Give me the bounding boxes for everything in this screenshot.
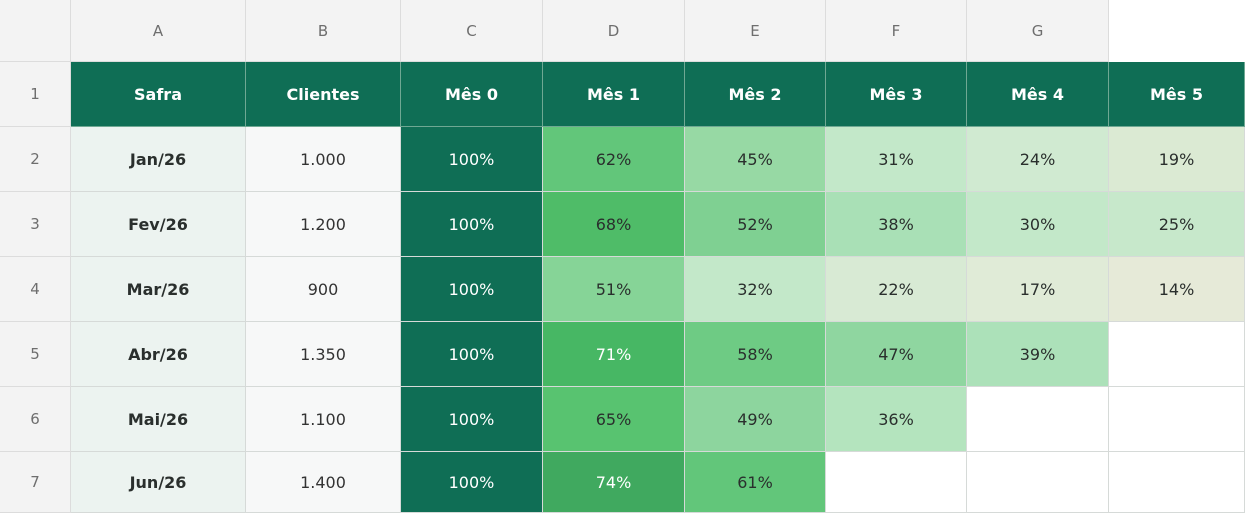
retention-cell[interactable] — [967, 452, 1109, 513]
retention-cell[interactable] — [826, 452, 967, 513]
retention-cell[interactable]: 49% — [685, 387, 826, 452]
retention-cell[interactable]: 25% — [1109, 192, 1245, 257]
retention-cell[interactable]: 45% — [685, 127, 826, 192]
clientes-cell[interactable]: 900 — [246, 257, 401, 322]
retention-cell[interactable]: 100% — [401, 127, 543, 192]
column-header-b[interactable]: B — [246, 0, 401, 62]
retention-cell[interactable]: 100% — [401, 387, 543, 452]
retention-cell[interactable]: 100% — [401, 322, 543, 387]
row-header-6[interactable]: 6 — [0, 387, 71, 452]
retention-cell[interactable]: 71% — [543, 322, 685, 387]
row-header-2[interactable]: 2 — [0, 127, 71, 192]
blank-header-area — [1109, 0, 1245, 62]
retention-cell[interactable] — [1109, 452, 1245, 513]
row-header-3[interactable]: 3 — [0, 192, 71, 257]
retention-cell[interactable]: 58% — [685, 322, 826, 387]
safra-cell[interactable]: Mar/26 — [71, 257, 246, 322]
retention-cell[interactable] — [1109, 322, 1245, 387]
clientes-cell[interactable]: 1.350 — [246, 322, 401, 387]
retention-cell[interactable]: 100% — [401, 257, 543, 322]
clientes-cell[interactable]: 1.200 — [246, 192, 401, 257]
retention-cell[interactable]: 52% — [685, 192, 826, 257]
retention-cell[interactable]: 65% — [543, 387, 685, 452]
column-header-d[interactable]: D — [543, 0, 685, 62]
retention-cell[interactable] — [1109, 387, 1245, 452]
clientes-cell[interactable]: 1.400 — [246, 452, 401, 513]
retention-cell[interactable]: 22% — [826, 257, 967, 322]
clientes-cell[interactable]: 1.100 — [246, 387, 401, 452]
row-header-4[interactable]: 4 — [0, 257, 71, 322]
safra-cell[interactable]: Mai/26 — [71, 387, 246, 452]
safra-cell[interactable]: Abr/26 — [71, 322, 246, 387]
safra-cell[interactable]: Jan/26 — [71, 127, 246, 192]
row-header-7[interactable]: 7 — [0, 452, 71, 513]
header-clientes[interactable]: Clientes — [246, 62, 401, 127]
retention-cell[interactable]: 47% — [826, 322, 967, 387]
column-header-f[interactable]: F — [826, 0, 967, 62]
clientes-cell[interactable]: 1.000 — [246, 127, 401, 192]
select-all-corner[interactable] — [0, 0, 71, 62]
retention-cell[interactable]: 14% — [1109, 257, 1245, 322]
retention-cell[interactable] — [967, 387, 1109, 452]
column-header-a[interactable]: A — [71, 0, 246, 62]
row-header-1[interactable]: 1 — [0, 62, 71, 127]
retention-cell[interactable]: 17% — [967, 257, 1109, 322]
column-header-c[interactable]: C — [401, 0, 543, 62]
retention-cell[interactable]: 24% — [967, 127, 1109, 192]
retention-cell[interactable]: 39% — [967, 322, 1109, 387]
retention-cell[interactable]: 74% — [543, 452, 685, 513]
retention-cell[interactable]: 32% — [685, 257, 826, 322]
header-mes-5[interactable]: Mês 5 — [1109, 62, 1245, 127]
retention-cell[interactable]: 51% — [543, 257, 685, 322]
retention-cell[interactable]: 36% — [826, 387, 967, 452]
header-mes-3[interactable]: Mês 3 — [826, 62, 967, 127]
retention-cell[interactable]: 30% — [967, 192, 1109, 257]
header-mes-1[interactable]: Mês 1 — [543, 62, 685, 127]
retention-cell[interactable]: 68% — [543, 192, 685, 257]
retention-cell[interactable]: 31% — [826, 127, 967, 192]
header-mes-4[interactable]: Mês 4 — [967, 62, 1109, 127]
safra-cell[interactable]: Fev/26 — [71, 192, 246, 257]
retention-cell[interactable]: 61% — [685, 452, 826, 513]
retention-cell[interactable]: 100% — [401, 452, 543, 513]
header-mes-2[interactable]: Mês 2 — [685, 62, 826, 127]
header-mes-0[interactable]: Mês 0 — [401, 62, 543, 127]
retention-cell[interactable]: 19% — [1109, 127, 1245, 192]
column-header-g[interactable]: G — [967, 0, 1109, 62]
retention-cell[interactable]: 62% — [543, 127, 685, 192]
retention-cell[interactable]: 100% — [401, 192, 543, 257]
row-header-5[interactable]: 5 — [0, 322, 71, 387]
retention-cell[interactable]: 38% — [826, 192, 967, 257]
header-safra[interactable]: Safra — [71, 62, 246, 127]
safra-cell[interactable]: Jun/26 — [71, 452, 246, 513]
column-header-e[interactable]: E — [685, 0, 826, 62]
